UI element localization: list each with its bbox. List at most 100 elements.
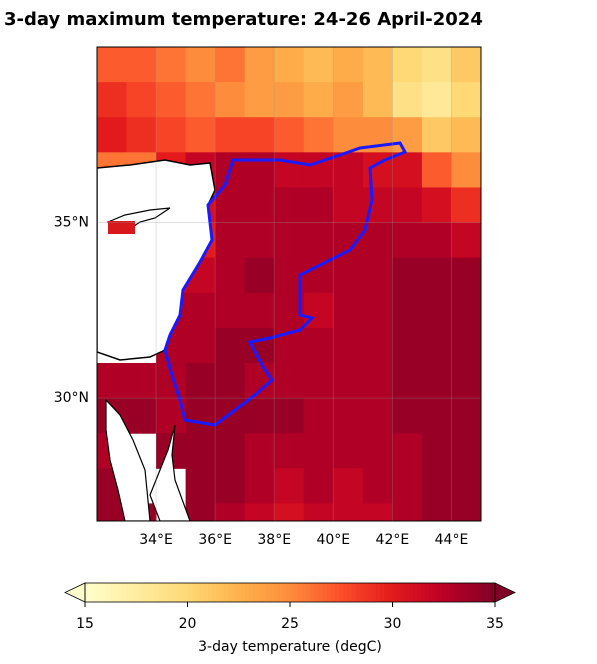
temperature-cell — [215, 187, 246, 224]
temperature-cell — [274, 363, 305, 399]
colorbar-segment — [146, 583, 152, 602]
colorbar-segment — [372, 583, 377, 602]
colorbar-segment — [462, 583, 467, 602]
temperature-cell — [274, 468, 305, 504]
temperature-cell — [451, 468, 481, 504]
temperature-cell — [215, 398, 246, 434]
temperature-cell — [126, 47, 157, 83]
temperature-cell — [185, 292, 216, 329]
temperature-cell — [185, 363, 216, 399]
temperature-cell — [333, 468, 364, 504]
temperature-cell — [421, 327, 452, 364]
colorbar-segment — [261, 583, 266, 602]
colorbar-segment — [134, 583, 139, 602]
temperature-cell — [215, 503, 246, 521]
temperature-cell — [215, 222, 246, 259]
temperature-cell — [303, 222, 334, 259]
x-tick-label: 34°E — [139, 532, 173, 548]
temperature-cell — [274, 82, 305, 118]
temperature-cell — [421, 257, 452, 294]
temperature-cell — [215, 327, 246, 364]
temperature-cell — [274, 222, 305, 259]
colorbar-segment — [339, 583, 344, 602]
colorbar-segment — [318, 583, 324, 602]
temperature-cell — [333, 187, 364, 224]
temperature-cell — [244, 47, 275, 83]
temperature-cell — [244, 187, 275, 224]
colorbar-segment — [302, 583, 307, 602]
temperature-cell — [421, 82, 452, 118]
temperature-cell — [392, 363, 423, 399]
temperature-cell — [421, 292, 452, 329]
temperature-cell — [362, 433, 393, 469]
temperature-cell — [215, 82, 246, 118]
x-tick-label: 38°E — [257, 532, 291, 548]
temperature-cell — [303, 327, 334, 364]
colorbar-segment — [109, 583, 115, 602]
colorbar-segment — [482, 583, 488, 602]
temperature-cell — [421, 398, 452, 434]
colorbar-segment — [298, 583, 303, 602]
temperature-cell — [244, 152, 275, 188]
temperature-cell — [274, 117, 305, 153]
temperature-cell — [303, 433, 334, 469]
colorbar-segment — [314, 583, 320, 602]
temperature-cell — [392, 292, 423, 329]
temperature-cell — [451, 152, 481, 188]
colorbar-segment — [331, 583, 336, 602]
temperature-cell — [392, 503, 423, 521]
colorbar-tick-label: 35 — [486, 616, 504, 632]
colorbar-segment — [347, 583, 353, 602]
temperature-cell — [156, 82, 187, 118]
colorbar-segment — [232, 583, 238, 602]
temperature-cell — [362, 503, 393, 521]
map-frame — [96, 46, 482, 522]
colorbar-segment — [437, 583, 443, 602]
temperature-cell — [97, 82, 128, 118]
colorbar-segment — [208, 583, 213, 602]
colorbar-segment — [490, 583, 496, 602]
temperature-cell — [303, 363, 334, 399]
colorbar-segment — [199, 583, 205, 602]
colorbar-segment — [310, 583, 316, 602]
colorbar-segment — [359, 583, 365, 602]
chart-title: 3-day maximum temperature: 24-26 April-2… — [4, 9, 483, 30]
colorbar-segment — [384, 583, 389, 602]
temperature-cell — [244, 433, 275, 469]
colorbar-segment — [179, 583, 184, 602]
temperature-cell — [392, 152, 423, 188]
temperature-cell — [244, 257, 275, 294]
temperature-cell — [185, 47, 216, 83]
colorbar-extend-high — [494, 582, 516, 603]
temperature-cell — [333, 152, 364, 188]
colorbar-segment — [203, 583, 209, 602]
temperature-cell — [303, 398, 334, 434]
temperature-cell — [421, 152, 452, 188]
temperature-cell — [303, 257, 334, 294]
colorbar-segment — [281, 583, 287, 602]
temperature-cell — [421, 222, 452, 259]
temperature-cell — [215, 433, 246, 469]
temperature-cell — [392, 398, 423, 434]
temperature-cell — [333, 363, 364, 399]
colorbar-segment — [126, 583, 131, 602]
colorbar-segment — [445, 583, 451, 602]
temperature-cell — [362, 327, 393, 364]
colorbar-segment — [240, 583, 246, 602]
temperature-cell — [421, 117, 452, 153]
colorbar-segment — [425, 583, 430, 602]
temperature-cell — [185, 468, 216, 504]
colorbar-segment — [117, 583, 123, 602]
colorbar-segment — [244, 583, 250, 602]
colorbar-segment — [130, 583, 135, 602]
colorbar-segment — [183, 583, 189, 602]
colorbar-segment — [265, 583, 271, 602]
temperature-cell — [185, 82, 216, 118]
temperature-cell — [185, 503, 216, 521]
x-tick-label: 44°E — [435, 532, 469, 548]
cyprus-cell — [108, 221, 135, 234]
temperature-cell — [392, 468, 423, 504]
temperature-cell — [451, 82, 481, 118]
colorbar-segment — [355, 583, 361, 602]
temperature-cell — [392, 187, 423, 224]
